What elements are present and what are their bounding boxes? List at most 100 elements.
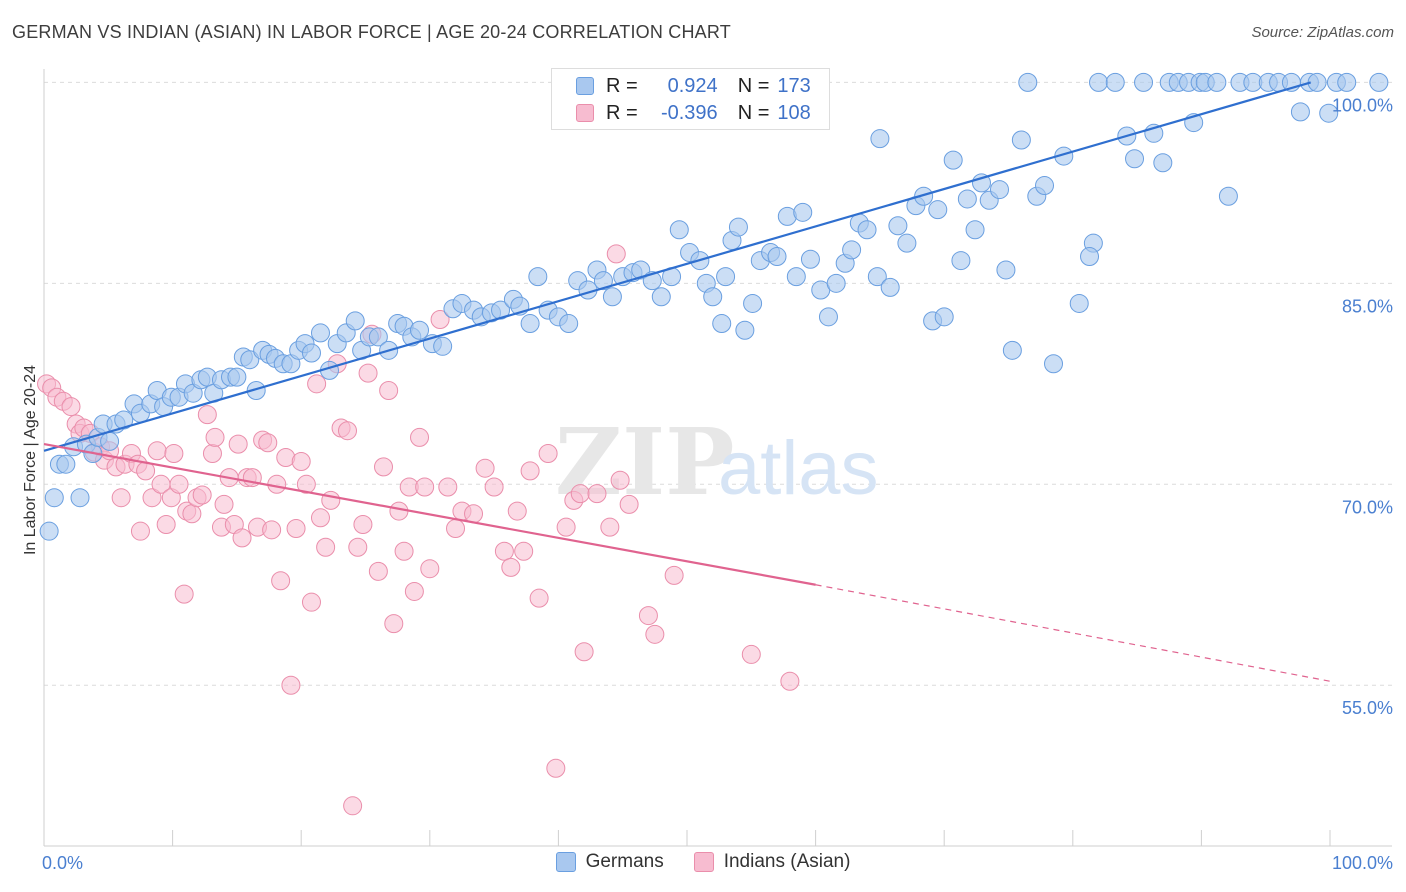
indian-point (446, 519, 466, 539)
german-point (528, 267, 548, 287)
y-axis-label: In Labor Force | Age 20-24 (22, 365, 39, 555)
indian-point (321, 490, 341, 510)
german-point (880, 277, 900, 297)
german-point (870, 129, 890, 149)
indian-point (520, 461, 540, 481)
german-point (602, 287, 622, 307)
german-point (301, 343, 321, 363)
indian-point (192, 485, 212, 505)
indian-point (430, 310, 450, 330)
german-point (520, 314, 540, 334)
indian-point (182, 504, 202, 524)
series-legend: Germans Indians (Asian) (0, 851, 1406, 873)
y-tick-label: 55.0% (1342, 698, 1393, 718)
indian-point (610, 470, 630, 490)
indian-point (169, 474, 189, 494)
indian-point (438, 477, 458, 497)
legend-item-germans[interactable]: Germans (555, 851, 664, 873)
german-point (651, 287, 671, 307)
indian-point (538, 443, 558, 463)
german-point (1035, 176, 1055, 196)
indian-point (494, 541, 514, 561)
german-point (857, 220, 877, 240)
n-label: N = (737, 101, 770, 124)
indian-point (600, 517, 620, 537)
indian-point (353, 514, 373, 534)
indian-point (271, 571, 291, 591)
german-point (1002, 340, 1022, 360)
indian-point (205, 427, 225, 447)
indian-point (464, 504, 484, 524)
y-tick-label: 100.0% (1332, 95, 1393, 115)
legend-label-germans: Germans (585, 851, 664, 872)
indian-point (164, 443, 184, 463)
german-point (100, 431, 120, 451)
german-point (1080, 247, 1100, 267)
german-point (368, 327, 388, 347)
german-point (1011, 130, 1031, 150)
german-point (39, 521, 59, 541)
indian-point (404, 581, 424, 601)
n-value: 173 (777, 74, 811, 97)
german-point (793, 202, 813, 222)
indian-point (232, 528, 252, 548)
indian-point (310, 508, 330, 528)
indian-point (475, 458, 495, 478)
german-point (767, 247, 787, 267)
indian-point (514, 541, 534, 561)
german-point (800, 249, 820, 269)
german-point (1307, 72, 1327, 92)
indian-point (570, 484, 590, 504)
indian-point (394, 541, 414, 561)
german-point (826, 273, 846, 293)
german-point (559, 314, 579, 334)
indians-trendline (43, 443, 816, 586)
german-point (996, 260, 1016, 280)
german-point (56, 454, 76, 474)
german-point (897, 233, 917, 253)
r-value: -0.396 (660, 101, 718, 124)
indians-trendline-extension (815, 584, 1331, 682)
x-tick-label: 100.0% (1332, 853, 1393, 873)
indian-point (286, 519, 306, 539)
german-point (716, 267, 736, 287)
indian-point (501, 557, 521, 577)
german-point (410, 320, 430, 340)
r-value: 0.924 (667, 74, 718, 97)
indian-point (606, 244, 626, 264)
indian-point (358, 363, 378, 383)
watermark: ZIP atlas (555, 408, 879, 516)
indian-point (780, 671, 800, 691)
german-point (943, 150, 963, 170)
legend-label-indians: Indians (Asian) (723, 851, 851, 872)
german-point (114, 410, 134, 430)
n-label: N = (737, 74, 770, 97)
indian-point (296, 474, 316, 494)
german-point (1018, 72, 1038, 92)
axes (43, 69, 1392, 847)
german-point (246, 381, 266, 401)
germans-legend-swatch (555, 852, 576, 872)
german-point (842, 240, 862, 260)
german-point (1319, 103, 1339, 123)
german-point (786, 267, 806, 287)
german-point (867, 267, 887, 287)
trendlines (43, 81, 1331, 682)
german-point (1044, 354, 1064, 374)
indian-point (556, 517, 576, 537)
german-point (1125, 149, 1145, 169)
indian-point (587, 484, 607, 504)
german-point (345, 311, 365, 331)
legend-item-indians[interactable]: Indians (Asian) (693, 851, 851, 873)
indian-point (202, 443, 222, 463)
indian-point (61, 397, 81, 417)
indian-point (368, 561, 388, 581)
indian-point (130, 521, 150, 541)
x-tick-label: 0.0% (42, 853, 83, 873)
chart-title: GERMAN VS INDIAN (ASIAN) IN LABOR FORCE … (12, 22, 731, 42)
indian-point (529, 588, 549, 608)
indian-point (546, 758, 566, 778)
indian-point (664, 565, 684, 585)
indian-point (281, 675, 301, 695)
indian-point (384, 614, 404, 634)
